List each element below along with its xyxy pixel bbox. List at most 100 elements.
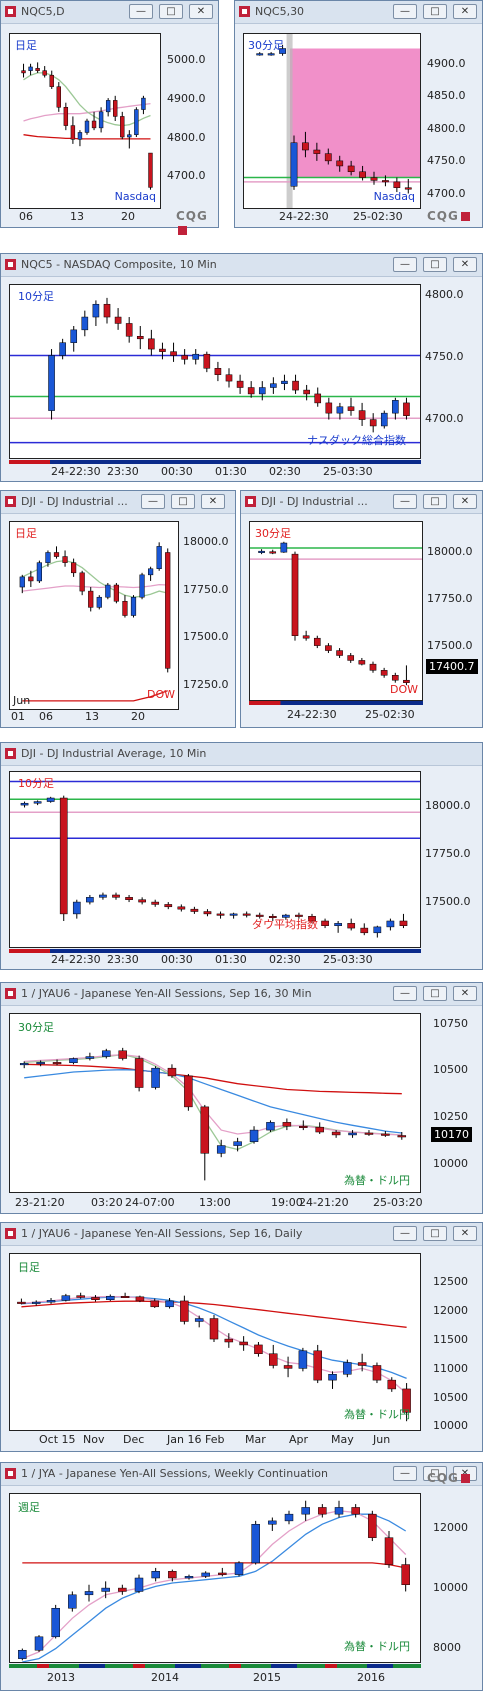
candle-body bbox=[52, 1062, 62, 1065]
maximize-button[interactable]: □ bbox=[423, 986, 447, 1001]
candle bbox=[134, 1055, 144, 1092]
minimize-button[interactable]: — bbox=[393, 4, 417, 19]
window-titlebar[interactable]: 1 / JYAU6 - Japanese Yen-All Sessions, S… bbox=[1, 983, 482, 1006]
chart-window-jyau6-daily[interactable]: 1 / JYAU6 - Japanese Yen-All Sessions, S… bbox=[0, 1222, 483, 1452]
candle-body bbox=[302, 142, 309, 151]
maximize-button[interactable]: □ bbox=[423, 257, 447, 272]
window-titlebar[interactable]: NQC5,D — □ ✕ bbox=[1, 1, 218, 24]
candle-body bbox=[51, 1607, 60, 1638]
candle bbox=[18, 1648, 27, 1661]
candle bbox=[209, 1315, 219, 1342]
candle-body bbox=[138, 899, 146, 903]
window-titlebar[interactable]: DJI - DJ Industrial ... — □ ✕ bbox=[241, 491, 482, 514]
close-button[interactable]: ✕ bbox=[453, 1226, 477, 1241]
maximize-button[interactable]: □ bbox=[171, 494, 195, 509]
candle bbox=[247, 381, 255, 398]
candle-body bbox=[397, 1135, 407, 1138]
session-bar bbox=[9, 460, 421, 464]
window-titlebar[interactable]: DJI - DJ Industrial Average, 10 Min bbox=[1, 743, 482, 766]
close-button[interactable]: ✕ bbox=[453, 4, 477, 19]
close-button[interactable]: ✕ bbox=[453, 986, 477, 1001]
candle bbox=[31, 1300, 41, 1306]
x-tick-label: 19:00 bbox=[271, 1196, 303, 1209]
candle bbox=[105, 582, 111, 600]
candle bbox=[105, 98, 111, 117]
chart-plot-area[interactable]: 日足 DOW Jun bbox=[9, 521, 179, 710]
candle-body bbox=[177, 906, 186, 910]
candle-body bbox=[209, 1318, 219, 1340]
chart-plot-area[interactable]: 日足 為替・ドル円 bbox=[9, 1253, 421, 1431]
chart-plot-area[interactable]: 日足 Nasdaq bbox=[9, 33, 161, 209]
chart-window-dji-daily[interactable]: DJI - DJ Industrial ... — □ ✕ 日足 DOW Jun… bbox=[0, 490, 236, 728]
chart-plot-area[interactable]: 30分足 為替・ドル円 bbox=[9, 1013, 421, 1193]
candle bbox=[325, 397, 333, 420]
session-bar bbox=[9, 949, 421, 953]
candle-body bbox=[184, 1075, 193, 1108]
close-button[interactable]: ✕ bbox=[201, 494, 225, 509]
candle bbox=[102, 1048, 111, 1059]
candle bbox=[351, 1504, 360, 1518]
y-tick-label: 17750.0 bbox=[183, 583, 229, 596]
candle-body bbox=[17, 1301, 26, 1304]
close-button[interactable]: ✕ bbox=[453, 494, 477, 509]
chart-window-dji-10min[interactable]: DJI - DJ Industrial Average, 10 Min 10分足… bbox=[0, 742, 483, 970]
minimize-button[interactable]: — bbox=[393, 1466, 417, 1481]
y-tick-label: 18000.0 bbox=[183, 535, 229, 548]
window-titlebar[interactable]: NQC5 - NASDAQ Composite, 10 Min — □ ✕ bbox=[1, 254, 482, 277]
minimize-button[interactable]: — bbox=[141, 494, 165, 509]
candle-body bbox=[303, 389, 310, 395]
chart-window-jya-weekly[interactable]: 1 / JYA - Japanese Yen-All Sessions, Wee… bbox=[0, 1462, 483, 1691]
candle-body bbox=[325, 402, 333, 414]
maximize-button[interactable]: □ bbox=[423, 494, 447, 509]
maximize-button[interactable]: □ bbox=[159, 4, 183, 19]
chart-app-icon bbox=[245, 496, 256, 507]
window-titlebar[interactable]: 1 / JYA - Japanese Yen-All Sessions, Wee… bbox=[1, 1463, 482, 1486]
close-button[interactable]: ✕ bbox=[189, 4, 213, 19]
chart-plot-area[interactable]: 10分足 ナスダック総合指数 bbox=[9, 284, 421, 459]
x-tick-label: 2013 bbox=[47, 1671, 75, 1684]
candle bbox=[192, 349, 200, 365]
maximize-button[interactable]: □ bbox=[423, 4, 447, 19]
maximize-button[interactable]: □ bbox=[423, 1226, 447, 1241]
candle-body bbox=[368, 1513, 377, 1538]
chart-window-nqc5-30min[interactable]: NQC5,30 — □ ✕ 30分足 Nasdaq 4900.0 4850.0 … bbox=[234, 0, 483, 228]
x-tick-label: 23:30 bbox=[107, 465, 139, 478]
y-tick-label: 10000 bbox=[433, 1157, 468, 1170]
minimize-button[interactable]: — bbox=[393, 257, 417, 272]
window-titlebar[interactable]: 1 / JYAU6 - Japanese Yen-All Sessions, S… bbox=[1, 1223, 482, 1246]
chart-plot-area[interactable]: 30分足 Nasdaq bbox=[243, 33, 421, 209]
candle bbox=[114, 308, 122, 330]
chart-plot-area[interactable]: 週足 為替・ドル円 bbox=[9, 1493, 421, 1663]
candle bbox=[380, 410, 388, 429]
candle bbox=[91, 1295, 100, 1302]
candle bbox=[184, 1073, 193, 1111]
window-titlebar[interactable]: NQC5,30 — □ ✕ bbox=[235, 1, 482, 24]
candle bbox=[401, 1557, 410, 1592]
candle bbox=[314, 387, 322, 407]
candle-body bbox=[34, 1636, 44, 1651]
candle bbox=[63, 102, 69, 131]
chart-window-nqc5-daily[interactable]: NQC5,D — □ ✕ 日足 Nasdaq 5000.0 4900.0 480… bbox=[0, 0, 219, 235]
candle-body bbox=[184, 1576, 194, 1579]
x-tick-label: Oct 15 bbox=[39, 1433, 76, 1446]
candlestick-chart bbox=[250, 541, 422, 686]
maximize-button[interactable]: □ bbox=[423, 1466, 447, 1481]
candle-body bbox=[69, 1058, 78, 1064]
minimize-button[interactable]: — bbox=[393, 986, 417, 1001]
chart-plot-area[interactable]: 30分足 DOW bbox=[249, 521, 423, 701]
chart-window-dji-30min[interactable]: DJI - DJ Industrial ... — □ ✕ 30分足 DOW 1… bbox=[240, 490, 483, 728]
candle bbox=[81, 310, 89, 337]
close-button[interactable]: ✕ bbox=[453, 257, 477, 272]
chart-plot-area[interactable]: 10分足 ダウ平均指数 bbox=[9, 771, 421, 948]
candle bbox=[334, 920, 342, 933]
chart-window-nqc5-10min[interactable]: NQC5 - NASDAQ Composite, 10 Min — □ ✕ 10… bbox=[0, 253, 483, 482]
minimize-button[interactable]: — bbox=[393, 1226, 417, 1241]
window-titlebar[interactable]: DJI - DJ Industrial ... — □ ✕ bbox=[1, 491, 235, 514]
moving-average-line bbox=[21, 1296, 407, 1380]
candle bbox=[135, 1295, 145, 1303]
candle bbox=[325, 643, 332, 654]
x-tick-label: Nov bbox=[83, 1433, 105, 1446]
minimize-button[interactable]: — bbox=[393, 494, 417, 509]
chart-window-jyau6-30min[interactable]: 1 / JYAU6 - Japanese Yen-All Sessions, S… bbox=[0, 982, 483, 1214]
minimize-button[interactable]: — bbox=[129, 4, 153, 19]
